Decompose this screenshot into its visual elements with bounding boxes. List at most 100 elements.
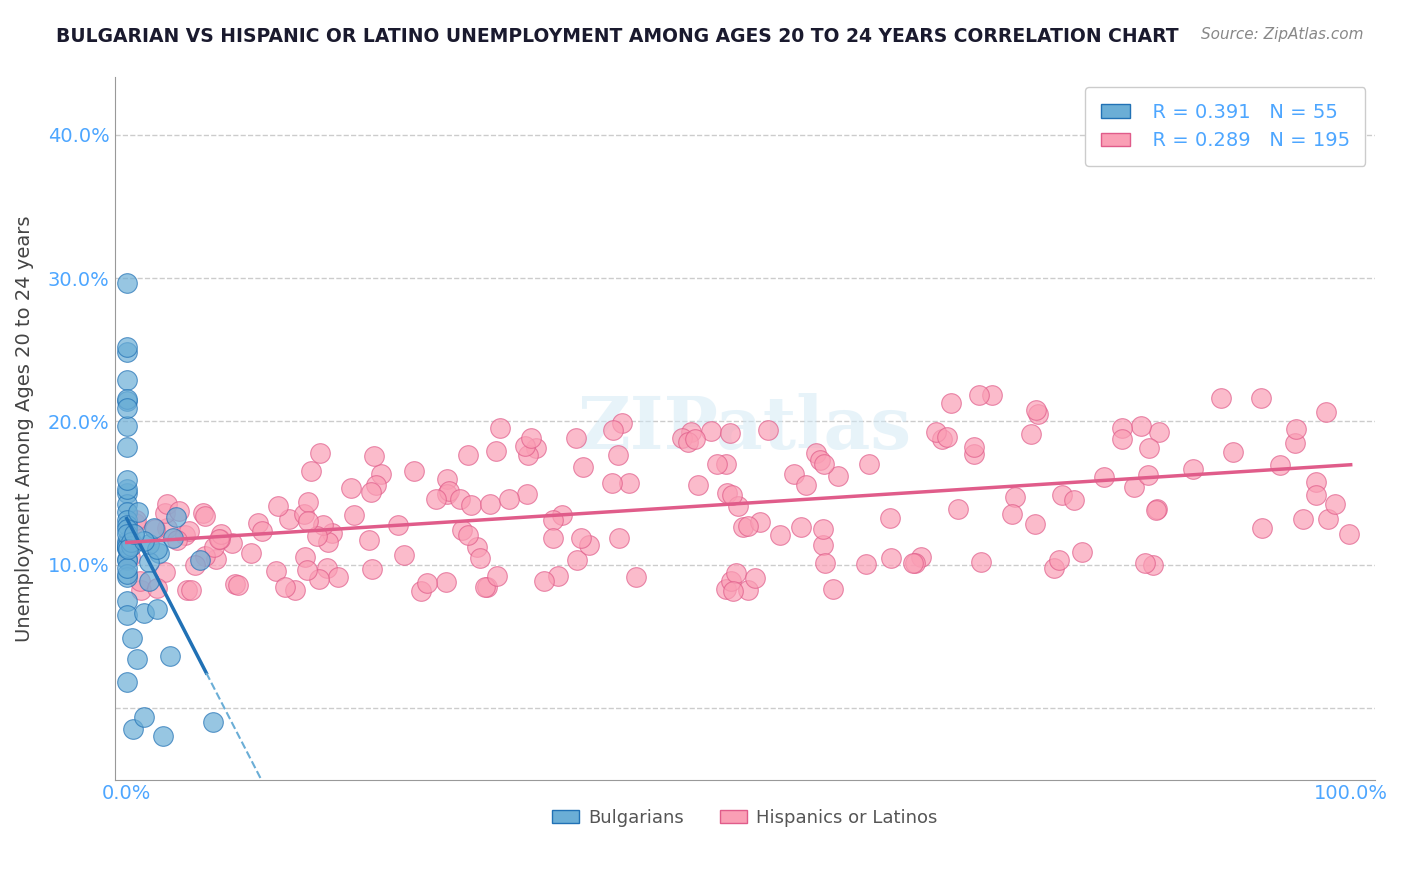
Point — [156, 521, 179, 535]
Point — [284, 582, 307, 597]
Point — [247, 516, 270, 530]
Point — [1111, 420, 1133, 434]
Point — [143, 522, 166, 536]
Point — [307, 529, 329, 543]
Point — [789, 519, 811, 533]
Point — [226, 578, 249, 592]
Point — [294, 550, 316, 565]
Point — [727, 500, 749, 514]
Point — [813, 457, 835, 471]
Point — [115, 541, 138, 555]
Point — [224, 577, 246, 591]
Point — [721, 488, 744, 502]
Point — [343, 508, 366, 522]
Point — [115, 277, 138, 291]
Point — [925, 425, 948, 439]
Point — [457, 449, 479, 463]
Point — [115, 340, 138, 354]
Point — [370, 467, 392, 481]
Point — [1292, 512, 1315, 526]
Point — [498, 492, 520, 507]
Point — [449, 491, 471, 506]
Point — [425, 491, 447, 506]
Point — [208, 532, 231, 546]
Point — [153, 507, 176, 521]
Point — [1130, 418, 1153, 433]
Point — [115, 541, 138, 555]
Point — [184, 558, 207, 572]
Point — [1004, 490, 1026, 504]
Point — [486, 568, 509, 582]
Point — [468, 550, 491, 565]
Point — [700, 425, 723, 439]
Point — [1268, 458, 1291, 473]
Point — [361, 561, 384, 575]
Point — [115, 553, 138, 567]
Point — [813, 556, 835, 570]
Point — [125, 652, 148, 666]
Point — [297, 514, 319, 528]
Point — [1137, 442, 1160, 456]
Point — [439, 483, 461, 498]
Point — [202, 540, 225, 554]
Point — [679, 425, 702, 439]
Point — [239, 546, 262, 560]
Point — [1285, 422, 1308, 436]
Point — [120, 539, 142, 553]
Point — [565, 552, 588, 566]
Point — [607, 448, 630, 462]
Point — [1209, 391, 1232, 405]
Point — [321, 526, 343, 541]
Point — [970, 555, 993, 569]
Point — [387, 518, 409, 533]
Point — [723, 584, 745, 599]
Point — [121, 631, 143, 645]
Point — [571, 459, 593, 474]
Point — [411, 584, 433, 599]
Point — [115, 608, 138, 623]
Point — [402, 464, 425, 478]
Point — [134, 709, 156, 723]
Point — [1025, 403, 1047, 417]
Point — [201, 715, 224, 730]
Point — [607, 532, 630, 546]
Point — [434, 575, 457, 590]
Point — [117, 675, 139, 690]
Point — [1136, 467, 1159, 482]
Y-axis label: Unemployment Among Ages 20 to 24 years: Unemployment Among Ages 20 to 24 years — [15, 215, 34, 641]
Point — [1284, 436, 1306, 450]
Point — [513, 439, 536, 453]
Point — [565, 431, 588, 445]
Point — [1092, 469, 1115, 483]
Point — [610, 416, 633, 430]
Point — [115, 551, 138, 566]
Point — [277, 512, 299, 526]
Point — [173, 528, 195, 542]
Point — [120, 533, 142, 548]
Point — [794, 477, 817, 491]
Point — [1047, 553, 1070, 567]
Point — [936, 430, 959, 444]
Point — [125, 514, 148, 528]
Point — [115, 513, 138, 527]
Point — [718, 426, 741, 441]
Point — [267, 499, 290, 513]
Point — [124, 516, 146, 530]
Point — [451, 524, 474, 538]
Point — [1123, 480, 1146, 494]
Point — [115, 522, 138, 536]
Point — [475, 580, 498, 594]
Point — [167, 504, 190, 518]
Point — [823, 582, 845, 597]
Point — [328, 570, 350, 584]
Point — [967, 388, 990, 402]
Legend: Bulgarians, Hispanics or Latinos: Bulgarians, Hispanics or Latinos — [546, 801, 945, 834]
Point — [485, 444, 508, 458]
Point — [541, 531, 564, 545]
Point — [132, 533, 155, 548]
Point — [602, 423, 624, 437]
Point — [1323, 497, 1346, 511]
Point — [115, 418, 138, 433]
Point — [714, 582, 737, 596]
Point — [901, 557, 924, 571]
